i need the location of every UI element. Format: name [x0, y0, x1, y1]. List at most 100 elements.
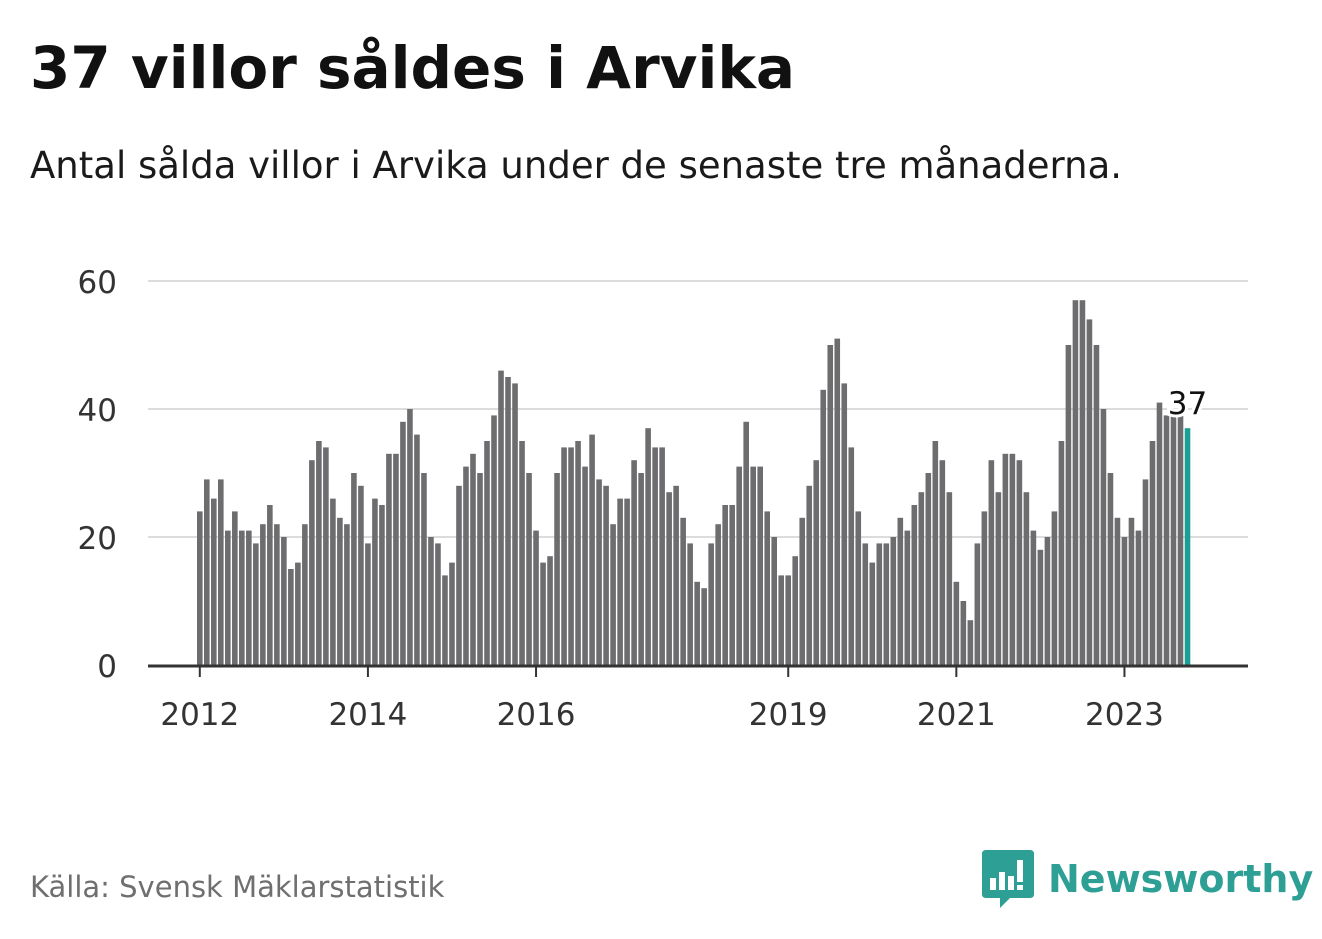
- bar: [876, 543, 883, 665]
- bar: [631, 460, 637, 665]
- bar: [981, 511, 988, 665]
- bar: [764, 511, 770, 665]
- bar: [400, 421, 406, 665]
- bar: [596, 479, 602, 665]
- bar: [267, 505, 273, 665]
- bar: [904, 530, 911, 665]
- bar: [428, 537, 434, 665]
- bar: [750, 466, 756, 665]
- bar: [1086, 319, 1093, 665]
- bar: [491, 415, 497, 665]
- bar: [575, 441, 581, 665]
- bar: [1023, 492, 1030, 665]
- bar: [1065, 345, 1072, 665]
- bar: [302, 524, 308, 665]
- bar: [1107, 473, 1114, 665]
- bar: [988, 460, 995, 665]
- x-tick-label: 2014: [328, 697, 407, 733]
- bar: [1100, 409, 1107, 665]
- bar: [1156, 402, 1163, 665]
- bar: [862, 543, 869, 665]
- y-tick-label: 40: [78, 393, 117, 429]
- bar: [470, 453, 476, 665]
- bar: [932, 441, 939, 665]
- bar: [589, 434, 595, 665]
- bar: [743, 421, 749, 665]
- bar: [463, 466, 469, 665]
- bar: [211, 498, 217, 665]
- bar: [295, 562, 301, 665]
- bar: [239, 530, 245, 665]
- bar: [533, 530, 539, 665]
- bar: [414, 434, 420, 665]
- bar: [1142, 479, 1149, 665]
- bar: [974, 543, 981, 665]
- bar: [1170, 415, 1177, 665]
- bar: [659, 447, 665, 665]
- bar: [281, 537, 287, 665]
- bar: [582, 466, 588, 665]
- bar: [890, 537, 897, 665]
- chart-title: 37 villor såldes i Arvika: [30, 34, 796, 102]
- bar: [204, 479, 210, 665]
- bar: [883, 543, 890, 665]
- bar: [925, 473, 932, 665]
- bar-highlight: [1184, 428, 1191, 665]
- bar: [540, 562, 546, 665]
- bar: [617, 498, 623, 665]
- bar: [1016, 460, 1023, 665]
- bar: [673, 485, 679, 665]
- bar: [603, 485, 609, 665]
- bar: [834, 338, 841, 665]
- bar: [708, 543, 714, 665]
- bar: [561, 447, 567, 665]
- bar: [841, 383, 848, 665]
- bar: [1051, 511, 1058, 665]
- y-tick-label: 60: [78, 265, 117, 301]
- bar: [939, 460, 946, 665]
- bar: [1002, 453, 1009, 665]
- bar: [1030, 530, 1037, 665]
- bar: [435, 543, 441, 665]
- chart-subtitle: Antal sålda villor i Arvika under de sen…: [30, 144, 1123, 187]
- bar: [309, 460, 315, 665]
- bar: [1058, 441, 1065, 665]
- bar: [554, 473, 560, 665]
- bar: [1093, 345, 1100, 665]
- bar: [995, 492, 1002, 665]
- bar: [316, 441, 322, 665]
- bar: [449, 562, 455, 665]
- bar: [519, 441, 525, 665]
- bar: [274, 524, 280, 665]
- bar: [246, 530, 252, 665]
- bar: [330, 498, 336, 665]
- bar: [694, 581, 700, 665]
- bar: [778, 575, 785, 665]
- bar: [869, 562, 876, 665]
- bar: [372, 498, 378, 665]
- bar: [1079, 300, 1086, 665]
- bar: [512, 383, 518, 665]
- bar: [652, 447, 658, 665]
- bar: [897, 517, 904, 665]
- source-note: Källa: Svensk Mäklarstatistik: [30, 870, 445, 904]
- bar: [680, 517, 686, 665]
- bar: [687, 543, 693, 665]
- bar: [407, 409, 413, 665]
- bar: [456, 485, 462, 665]
- bar: [1114, 517, 1121, 665]
- bar: [946, 492, 953, 665]
- bar: [484, 441, 490, 665]
- bar: [253, 543, 259, 665]
- bar: [225, 530, 231, 665]
- bar: [792, 556, 799, 665]
- bar: [771, 537, 778, 665]
- bar: [953, 581, 960, 665]
- bar: [1128, 517, 1135, 665]
- bar: [547, 556, 553, 665]
- bar: [666, 492, 672, 665]
- bar: [785, 575, 792, 665]
- bar: [351, 473, 357, 665]
- y-tick-label: 0: [97, 649, 117, 685]
- bar: [386, 453, 392, 665]
